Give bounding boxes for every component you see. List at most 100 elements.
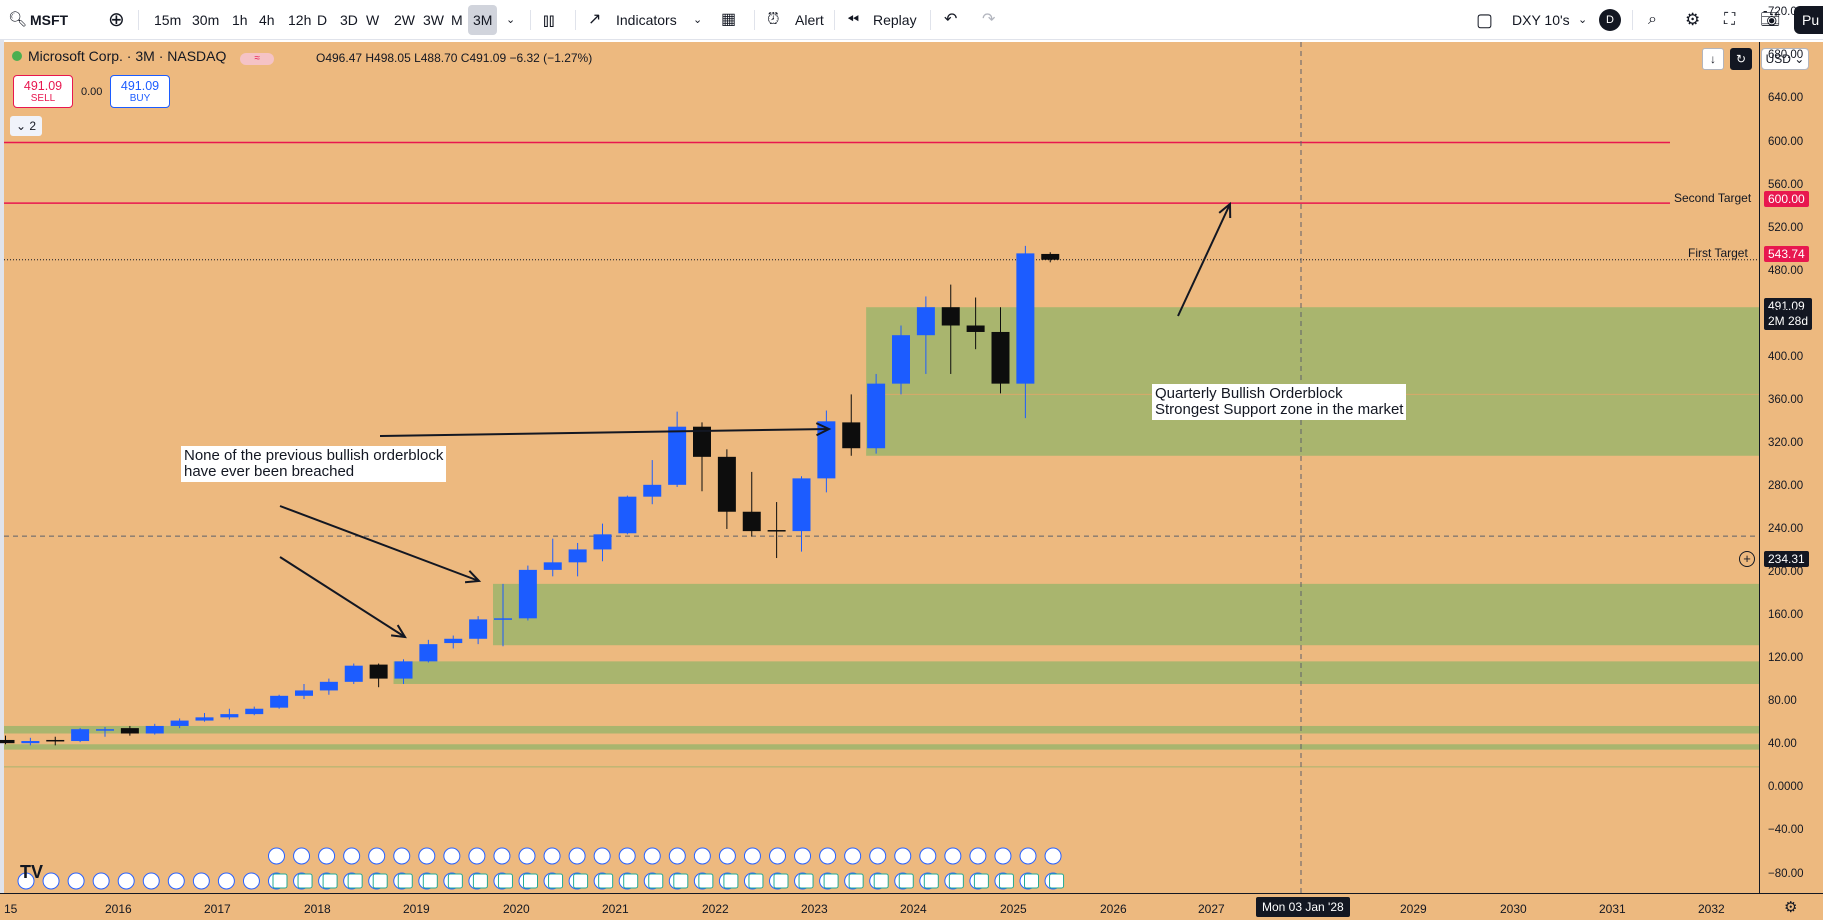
candle-body (1041, 253, 1060, 260)
undo-icon[interactable]: ↶ (944, 11, 958, 28)
settings-gear-icon[interactable]: ⚙︎ (1685, 10, 1701, 29)
alarm-clock-icon[interactable]: ⏰︎ (767, 11, 780, 28)
auto-scale-icon[interactable]: ↻ (1730, 48, 1752, 70)
earnings-marker (422, 873, 438, 889)
price-tick-label: 360.00 (1768, 393, 1804, 406)
settings-gear-icon[interactable]: ⚙︎ (1784, 899, 1798, 916)
sell-button[interactable]: 491.09 SELL (13, 75, 73, 108)
price-axis[interactable] (1759, 42, 1823, 893)
interval-15m[interactable]: 15m (154, 12, 182, 28)
time-tick-label: 15 (4, 902, 18, 916)
layout-grid-icon[interactable]: ▦ (721, 11, 737, 28)
dividend-marker (844, 847, 862, 865)
dividend-marker (643, 847, 661, 865)
divider (575, 10, 576, 30)
price-tick-label: 560.00 (1768, 178, 1804, 191)
compare-symbol[interactable]: DXY 10's (1512, 12, 1570, 28)
time-tick-label: 2029 (1400, 902, 1427, 916)
dividend-marker (142, 872, 160, 890)
earnings-marker (523, 873, 538, 889)
fullscreen-icon[interactable]: ⛶ (1724, 11, 1736, 28)
earnings-marker (723, 873, 739, 889)
ohlc-values: O496.47 H498.05 L488.70 C491.09 −6.32 (−… (316, 51, 593, 65)
interval-3D[interactable]: 3D (340, 12, 358, 28)
time-tick-label: 2016 (105, 902, 132, 916)
collapse-count: 2 (29, 119, 37, 133)
avatar[interactable]: D (1599, 9, 1621, 31)
time-axis[interactable] (0, 893, 1823, 920)
dividend-marker (192, 872, 210, 890)
earnings-marker (347, 873, 363, 889)
buy-button[interactable]: 491.09 BUY (110, 75, 170, 108)
dividend-marker (268, 847, 285, 865)
chevron-down-icon[interactable]: ⌄ (693, 14, 703, 26)
checkbox-icon[interactable]: ▢ (1476, 10, 1494, 30)
interval-2W[interactable]: 2W (394, 12, 415, 28)
annotation-note-right[interactable]: Quarterly Bullish Orderblock Strongest S… (1152, 384, 1407, 420)
dividend-marker (969, 847, 987, 865)
scroll-down-button[interactable]: ↓ (1702, 48, 1724, 70)
publish-button[interactable]: Pu (1794, 6, 1823, 34)
candle-body (96, 729, 114, 731)
annotation-note-left[interactable]: None of the previous bullish orderblock … (181, 446, 447, 482)
note-line: Quarterly Bullish Orderblock (1155, 385, 1343, 402)
chevron-down-icon[interactable]: ⌄ (1578, 14, 1588, 26)
interval-M[interactable]: M (451, 12, 463, 28)
dividend-marker (393, 847, 411, 865)
candle-body (220, 714, 239, 718)
earnings-marker (573, 873, 589, 889)
indicators-icon[interactable]: ↗ (588, 11, 602, 28)
dividend-marker (994, 847, 1012, 865)
symbol-search[interactable]: MSFT (30, 12, 69, 28)
collapse-indicators-button[interactable]: ⌄ 2 (10, 116, 42, 136)
dividend-marker (819, 847, 837, 865)
sell-price: 491.09 (23, 79, 63, 93)
earnings-marker (873, 873, 889, 889)
chevron-down-icon[interactable]: ⌄ (506, 14, 516, 26)
interval-12h[interactable]: 12h (288, 12, 312, 28)
first-target-label: First Target (1688, 246, 1748, 260)
price-tick-label: 520.00 (1768, 221, 1804, 234)
add-symbol-icon[interactable]: ⊕ (108, 9, 125, 31)
earnings-marker (673, 873, 689, 889)
tradingview-logo[interactable]: TV (20, 862, 44, 882)
interval-4h[interactable]: 4h (259, 12, 275, 28)
bar-countdown: 2M 28d (1768, 314, 1809, 328)
quick-search-icon[interactable]: ⌕ (1648, 11, 1657, 28)
interval-D[interactable]: D (317, 12, 328, 28)
dividend-marker (1044, 847, 1062, 865)
crosshair-date-label: Mon 03 Jan '28 (1256, 897, 1350, 917)
indicators-button[interactable]: Indicators (616, 12, 677, 28)
candle-body (394, 661, 413, 679)
time-tick-label: 2020 (503, 902, 530, 916)
interval-3W[interactable]: 3W (423, 12, 444, 28)
alert-button[interactable]: Alert (795, 12, 824, 28)
interval-1h[interactable]: 1h (232, 12, 248, 28)
candle-body (295, 690, 313, 696)
camera-icon[interactable]: 📷︎ (1760, 11, 1781, 28)
candle-style-icon[interactable]: ⫾⫾ (543, 10, 555, 30)
time-tick-label: 2025 (1000, 902, 1027, 916)
eye-toggle-icon[interactable]: ≈ (240, 53, 275, 65)
earnings-marker (698, 873, 714, 889)
candle-body (369, 664, 388, 679)
interval-W[interactable]: W (366, 12, 380, 28)
interval-3M[interactable]: 3M (468, 5, 498, 35)
candle-body (693, 426, 711, 457)
add-alert-icon[interactable]: + (1739, 551, 1755, 567)
dividend-marker (92, 872, 110, 890)
candle-body (643, 484, 662, 497)
replay-button[interactable]: Replay (873, 12, 917, 28)
price-tick-label: 120.00 (1768, 652, 1804, 665)
rewind-icon[interactable]: ⏪︎ (847, 11, 860, 28)
price-tick-label: 440.00 (1768, 307, 1804, 320)
chevron-down-icon: ⌄ (15, 119, 30, 133)
note-line: None of the previous bullish orderblock (184, 447, 444, 464)
earnings-marker (472, 873, 488, 889)
currency-select[interactable]: USD ⌄ (1761, 48, 1809, 70)
divider (1632, 10, 1633, 30)
earnings-marker (798, 873, 814, 889)
search-icon[interactable]: 🔍︎ (8, 11, 28, 28)
interval-30m[interactable]: 30m (192, 12, 220, 28)
redo-icon[interactable]: ↷ (982, 11, 996, 28)
